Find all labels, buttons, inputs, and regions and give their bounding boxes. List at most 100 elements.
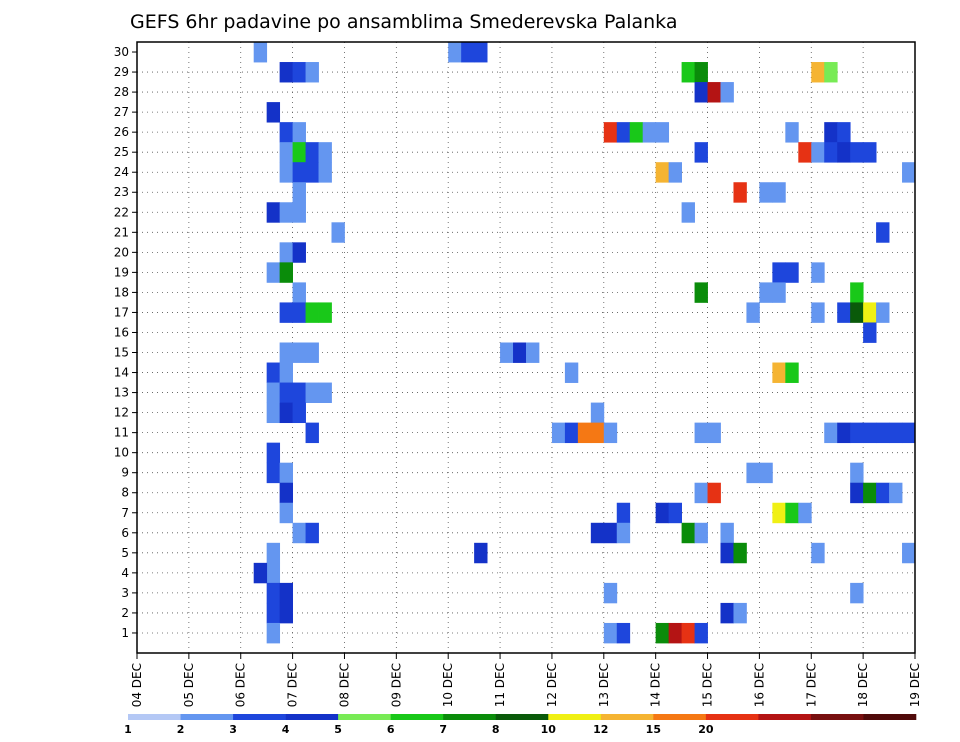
heatmap-cell: [785, 122, 799, 143]
heatmap-cell: [850, 582, 864, 604]
y-tick-label: 18: [114, 285, 129, 299]
heatmap-cell: [305, 422, 319, 444]
heatmap-cell: [266, 442, 281, 464]
heatmap-cell: [863, 302, 877, 323]
heatmap-cell: [266, 602, 281, 624]
heatmap-cell: [474, 542, 488, 564]
heatmap-cell: [837, 302, 851, 323]
heatmap-cell: [279, 62, 293, 83]
colorbar-label: 8: [492, 723, 500, 736]
heatmap-cell: [266, 542, 281, 564]
heatmap-cell: [305, 302, 319, 323]
heatmap-cell: [850, 302, 864, 323]
y-tick-label: 26: [114, 125, 129, 139]
heatmap-cell: [668, 162, 682, 183]
heatmap-cell: [720, 542, 734, 564]
heatmap-cell: [253, 42, 268, 63]
colorbar-label: 2: [177, 723, 185, 736]
heatmap-cell: [694, 622, 708, 644]
heatmap-cell: [772, 182, 786, 203]
heatmap-cell: [292, 522, 306, 544]
heatmap-cell: [785, 262, 799, 283]
heatmap-cell: [694, 82, 708, 103]
heatmap-cell: [616, 622, 631, 644]
heatmap-cell: [279, 402, 293, 424]
heatmap-cell: [889, 422, 903, 444]
heatmap-cell: [292, 62, 306, 83]
heatmap-cell: [655, 502, 670, 524]
y-tick-label: 21: [114, 225, 129, 239]
y-tick-label: 22: [114, 205, 129, 219]
heatmap-cell: [655, 622, 670, 644]
y-tick-label: 16: [114, 325, 129, 339]
y-tick-label: 3: [121, 586, 129, 600]
x-tick-label: 19 DEC: [908, 663, 922, 707]
heatmap-cell: [720, 602, 734, 624]
heatmap-cell: [746, 302, 760, 323]
colorbar-swatch: [390, 714, 444, 720]
x-tick-label: 06 DEC: [234, 663, 248, 707]
heatmap-cell: [681, 622, 695, 644]
colorbar-label: 4: [282, 723, 290, 736]
heatmap-cell: [811, 142, 825, 163]
heatmap-cell: [655, 162, 670, 183]
y-tick-label: 4: [121, 566, 129, 580]
heatmap-cell: [733, 182, 747, 203]
x-tick-label: 12 DEC: [545, 663, 559, 707]
heatmap-cell: [694, 62, 708, 83]
heatmap-cell: [279, 242, 293, 263]
colorbar: 1 2 3 4 5 6 7 8 10 12 15 20: [124, 714, 917, 736]
y-tick-label: 17: [114, 305, 129, 319]
heatmap-cell: [564, 422, 579, 444]
heatmap-cell: [279, 342, 293, 363]
colorbar-swatch: [233, 714, 286, 720]
heatmap-cell: [279, 262, 293, 283]
x-tick-label: 04 DEC: [130, 663, 144, 707]
heatmap-cell: [474, 42, 488, 63]
x-tick-label: 05 DEC: [182, 663, 196, 707]
y-tick-label: 1: [121, 626, 129, 640]
colorbar-swatch: [495, 714, 549, 720]
y-tick-label: 15: [114, 346, 129, 360]
heatmap-cell: [733, 542, 747, 564]
heatmap-cell: [798, 502, 812, 524]
colorbar-label: 12: [593, 723, 608, 736]
heatmap-cell: [681, 62, 695, 83]
y-axis: 1234567891011121314151617181920212223242…: [114, 45, 137, 640]
heatmap-cell: [811, 262, 825, 283]
y-tick-label: 20: [114, 245, 129, 259]
colorbar-swatch: [758, 714, 812, 720]
x-tick-label: 17 DEC: [804, 663, 818, 707]
heatmap-cell: [266, 102, 281, 123]
y-tick-label: 23: [114, 185, 129, 199]
heatmap-cell: [331, 222, 345, 243]
heatmap-cell: [811, 62, 825, 83]
colorbar-swatch: [285, 714, 339, 720]
y-tick-label: 14: [114, 366, 129, 380]
heatmap-cell: [746, 462, 760, 484]
heatmap-cell: [513, 342, 527, 363]
heatmap-cell: [279, 202, 293, 223]
heatmap-cell: [266, 362, 281, 383]
x-tick-label: 10 DEC: [441, 663, 455, 707]
heatmap-cells: [253, 42, 916, 644]
heatmap-cell: [292, 142, 306, 163]
heatmap-cell: [266, 382, 281, 403]
heatmap-cell: [798, 142, 812, 163]
heatmap-cell: [876, 422, 890, 444]
heatmap-cell: [292, 202, 306, 223]
x-tick-label: 15 DEC: [701, 663, 715, 707]
x-tick-label: 14 DEC: [649, 663, 663, 707]
heatmap-cell: [668, 502, 682, 524]
heatmap-cell: [616, 502, 631, 524]
heatmap-cell: [448, 42, 462, 63]
heatmap-cell: [292, 382, 306, 403]
y-tick-label: 13: [114, 386, 129, 400]
heatmap-cell: [318, 142, 332, 163]
colorbar-swatch: [653, 714, 707, 720]
x-tick-label: 13 DEC: [597, 663, 611, 707]
heatmap-cell: [292, 162, 306, 183]
colorbar-swatch: [443, 714, 497, 720]
heatmap-cell: [694, 142, 708, 163]
